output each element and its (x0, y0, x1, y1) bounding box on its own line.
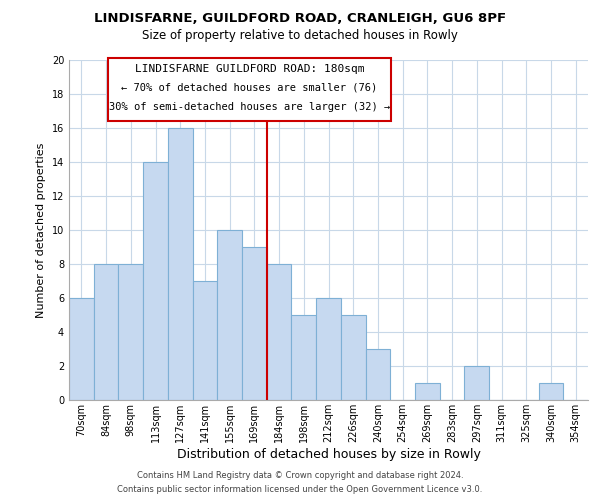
Bar (292, 315, 316, 400)
Bar (415, 383, 440, 400)
Bar (464, 366, 489, 400)
Bar (168, 128, 193, 400)
Bar (242, 247, 267, 400)
FancyBboxPatch shape (108, 58, 391, 121)
Text: Size of property relative to detached houses in Rowly: Size of property relative to detached ho… (142, 29, 458, 42)
Bar (217, 230, 242, 400)
Text: Contains HM Land Registry data © Crown copyright and database right 2024.: Contains HM Land Registry data © Crown c… (137, 472, 463, 480)
Bar (193, 281, 217, 400)
Text: Contains public sector information licensed under the Open Government Licence v3: Contains public sector information licen… (118, 484, 482, 494)
Text: LINDISFARNE, GUILDFORD ROAD, CRANLEIGH, GU6 8PF: LINDISFARNE, GUILDFORD ROAD, CRANLEIGH, … (94, 12, 506, 26)
Bar (267, 264, 292, 400)
Bar (365, 349, 390, 400)
Bar (69, 298, 94, 400)
Bar (316, 298, 341, 400)
Bar (143, 162, 168, 400)
X-axis label: Distribution of detached houses by size in Rowly: Distribution of detached houses by size … (176, 448, 481, 460)
Bar (539, 383, 563, 400)
Text: 30% of semi-detached houses are larger (32) →: 30% of semi-detached houses are larger (… (109, 102, 390, 112)
Y-axis label: Number of detached properties: Number of detached properties (36, 142, 46, 318)
Bar (94, 264, 118, 400)
Text: LINDISFARNE GUILDFORD ROAD: 180sqm: LINDISFARNE GUILDFORD ROAD: 180sqm (134, 64, 364, 74)
Bar (118, 264, 143, 400)
Bar (341, 315, 365, 400)
Text: ← 70% of detached houses are smaller (76): ← 70% of detached houses are smaller (76… (121, 83, 377, 93)
